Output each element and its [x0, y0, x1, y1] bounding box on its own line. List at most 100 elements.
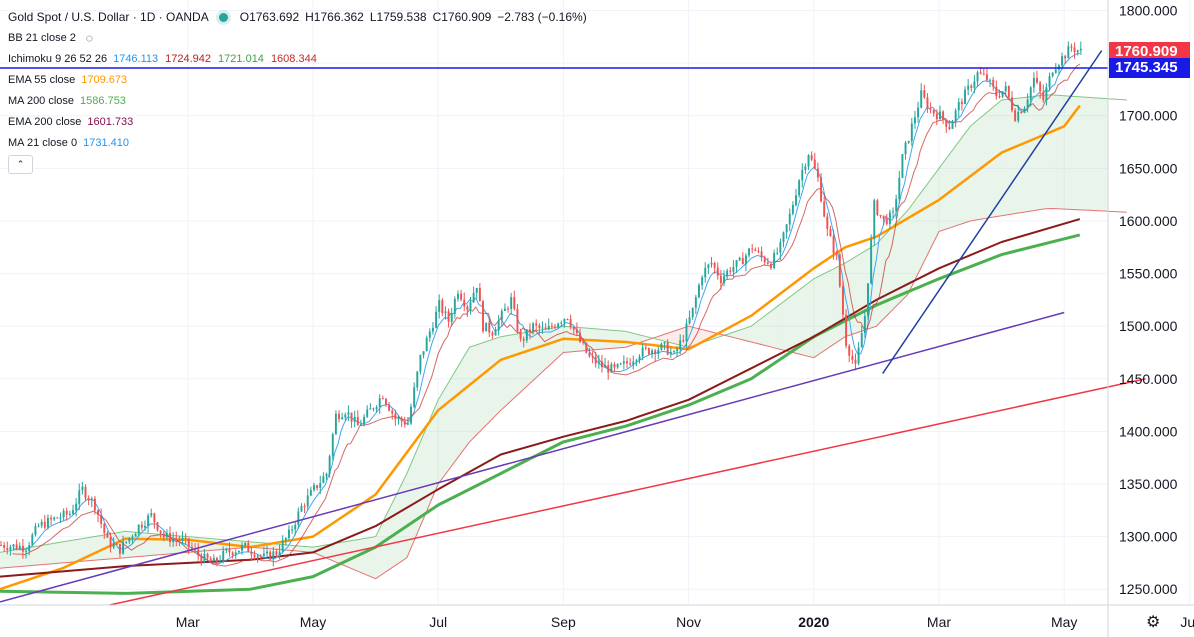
candle-body — [985, 74, 988, 81]
cloud-segment — [1014, 97, 1021, 214]
candle-body — [90, 498, 93, 501]
candle-body — [854, 359, 857, 364]
candle-body — [910, 123, 913, 141]
cloud-segment — [607, 329, 614, 349]
candle-body — [65, 510, 68, 515]
candle-body — [372, 408, 375, 410]
candle-body — [535, 323, 538, 326]
candle-body — [25, 551, 28, 553]
indicator-name: BB 21 close 2 — [8, 32, 76, 44]
symbol-title[interactable]: Gold Spot / U.S. Dollar · 1D · OANDA — [8, 10, 209, 24]
candle-body — [1039, 82, 1042, 92]
cloud-segment — [807, 278, 814, 358]
candle-body — [870, 239, 873, 284]
candle-body — [87, 498, 90, 501]
cloud-segment — [212, 538, 220, 551]
candle-body — [995, 86, 998, 97]
candle-body — [400, 418, 403, 422]
candle-body — [841, 286, 844, 315]
candle-body — [788, 213, 791, 225]
indicator-row[interactable]: EMA 55 close 1709.673 — [8, 70, 587, 91]
senkou-span-b-line — [0, 207, 1127, 580]
candle-body — [845, 314, 848, 346]
candle-body — [84, 486, 87, 499]
cloud-segment — [200, 537, 207, 552]
candle-body — [272, 551, 275, 560]
cloud-segment — [676, 328, 683, 346]
indicator-value: 1724.942 — [165, 53, 212, 65]
cloud-segment — [300, 546, 307, 552]
candle-body — [632, 361, 635, 365]
candle-body — [269, 551, 272, 560]
candle-body — [735, 260, 738, 267]
candle-body — [654, 350, 657, 355]
candle-body — [140, 524, 143, 528]
candle-body — [197, 549, 200, 556]
cloud-segment — [788, 293, 796, 354]
candle-body — [967, 85, 970, 90]
candle-body — [1023, 108, 1026, 113]
trendline — [109, 378, 1146, 606]
candle-body — [510, 297, 513, 310]
candle-body — [156, 522, 159, 531]
candle-body — [638, 356, 641, 361]
indicator-name: Ichimoku 9 26 52 26 — [8, 53, 108, 65]
indicator-row[interactable]: MA 200 close 1586.753 — [8, 91, 587, 112]
candle-body — [306, 495, 309, 507]
candle-body — [169, 533, 171, 543]
cloud-segment — [68, 539, 76, 563]
candle-body — [738, 258, 741, 261]
level-price-badge: 1745.345 — [1109, 58, 1190, 79]
candle-body — [309, 489, 312, 496]
cloud-segment — [400, 473, 407, 562]
candle-body — [303, 505, 306, 507]
hidden-eye-icon[interactable]: ◌ — [85, 31, 94, 45]
indicator-row[interactable]: Ichimoku 9 26 52 26 1746.113 1724.942 1721.… — [8, 49, 587, 70]
candle-body — [579, 333, 582, 342]
candle-body — [582, 341, 585, 343]
candle-body — [604, 365, 607, 368]
candle-body — [406, 423, 409, 425]
candle-body — [413, 387, 416, 407]
candle-body — [707, 264, 710, 268]
candle-body — [820, 177, 823, 202]
candle-body — [338, 413, 341, 420]
candle-body — [813, 159, 816, 169]
candle-body — [942, 111, 945, 120]
candle-body — [209, 558, 212, 562]
candle-body — [410, 406, 412, 424]
candle-body — [1001, 91, 1004, 97]
cloud-segment — [469, 345, 476, 442]
collapse-legend-button[interactable]: ⌃ — [8, 155, 33, 174]
cloud-segment — [519, 332, 526, 393]
cloud-segment — [475, 343, 483, 436]
indicator-row[interactable]: MA 21 close 0 1731.410 — [8, 133, 587, 154]
cloud-segment — [801, 283, 808, 357]
candle-body — [178, 539, 181, 542]
candle-body — [547, 325, 550, 330]
candle-body — [779, 242, 782, 253]
candle-body — [926, 97, 929, 109]
candle-body — [28, 545, 31, 552]
candle-body — [112, 543, 115, 548]
candle-body — [366, 409, 369, 417]
candle-body — [532, 323, 535, 333]
candle-body — [782, 232, 785, 243]
candle-body — [970, 85, 973, 88]
cloud-segment — [970, 121, 977, 221]
candle-body — [159, 530, 162, 534]
indicator-row[interactable]: BB 21 close 2 ◌ — [8, 28, 587, 49]
candle-body — [497, 320, 500, 331]
candle-body — [97, 510, 99, 515]
y-tick-label: 1650.000 — [1119, 160, 1178, 176]
candle-body — [172, 538, 175, 543]
x-tick-label: Mar — [927, 614, 951, 630]
settings-gear-icon[interactable]: ⚙ — [1146, 614, 1161, 631]
candle-body — [469, 302, 472, 310]
cloud-segment — [494, 336, 501, 417]
candle-body — [334, 413, 337, 435]
candle-body — [776, 252, 779, 254]
indicator-row[interactable]: EMA 200 close 1601.733 — [8, 112, 587, 133]
candle-body — [228, 548, 231, 553]
